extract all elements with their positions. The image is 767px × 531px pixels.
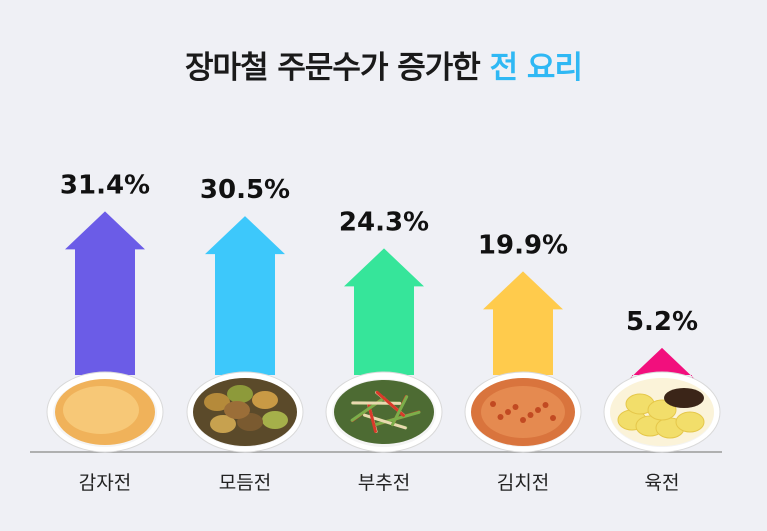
category-label-3: 부추전 (358, 472, 410, 494)
chive-pancake-icon (325, 371, 443, 453)
potato-pancake-icon (46, 371, 164, 453)
bar-arrow-5 (622, 347, 702, 386)
value-label-1: 31.4% (60, 170, 150, 200)
assorted-jeon-icon (186, 371, 304, 453)
value-label-3: 24.3% (339, 207, 429, 237)
beef-pancake-icon (603, 371, 721, 453)
category-label-1: 감자전 (79, 472, 131, 494)
kimchi-pancake-icon (464, 371, 582, 453)
bar-arrow-2 (205, 216, 285, 375)
value-label-4: 19.9% (478, 230, 568, 260)
chart-title: 장마철 주문수가 증가한 전 요리 (0, 42, 767, 87)
category-label-5: 육전 (645, 472, 680, 494)
title-accent: 전 요리 (489, 50, 583, 86)
bar-arrow-4 (483, 271, 563, 375)
title-main: 장마철 주문수가 증가한 (185, 50, 490, 86)
value-label-2: 30.5% (200, 175, 290, 205)
bar-arrow-1 (65, 211, 145, 375)
category-label-2: 모듬전 (219, 472, 271, 494)
value-label-5: 5.2% (626, 307, 698, 337)
category-label-4: 김치전 (497, 472, 549, 494)
bar-arrow-3 (344, 248, 424, 375)
